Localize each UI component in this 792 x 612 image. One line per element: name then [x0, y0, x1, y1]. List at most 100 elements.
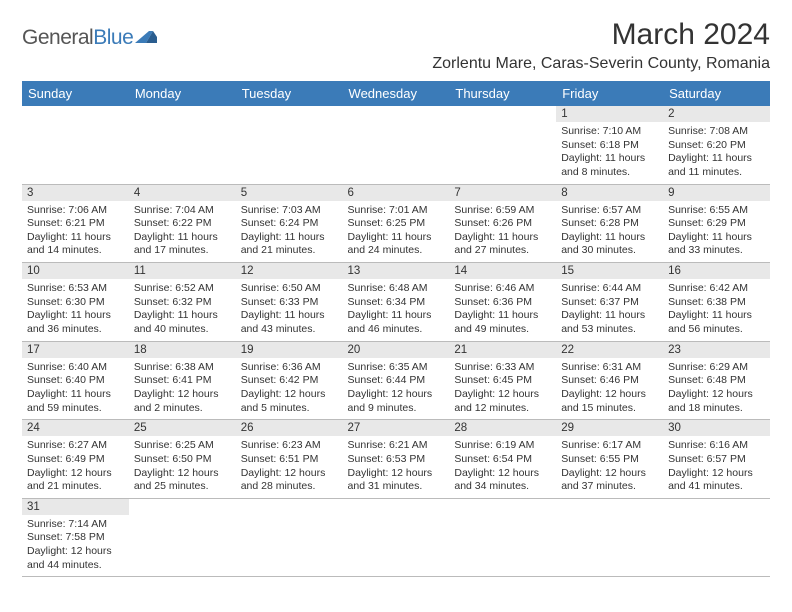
day-content: Sunrise: 6:23 AMSunset: 6:51 PMDaylight:…: [236, 436, 343, 498]
logo: GeneralBlue: [22, 18, 157, 50]
daylight-text: Daylight: 11 hours and 30 minutes.: [561, 231, 658, 258]
daylight-text: Daylight: 12 hours and 44 minutes.: [27, 545, 124, 572]
sunrise-text: Sunrise: 7:03 AM: [241, 204, 338, 218]
day-number: 22: [556, 342, 663, 358]
sunrise-text: Sunrise: 6:21 AM: [348, 439, 445, 453]
sunrise-text: Sunrise: 6:29 AM: [668, 361, 765, 375]
sunrise-text: Sunrise: 7:01 AM: [348, 204, 445, 218]
day-number: 24: [22, 420, 129, 436]
sunset-text: Sunset: 6:34 PM: [348, 296, 445, 310]
calendar-day-cell: 13Sunrise: 6:48 AMSunset: 6:34 PMDayligh…: [343, 263, 450, 342]
day-content: Sunrise: 7:10 AMSunset: 6:18 PMDaylight:…: [556, 122, 663, 184]
day-number: 14: [449, 263, 556, 279]
daylight-text: Daylight: 12 hours and 9 minutes.: [348, 388, 445, 415]
calendar-day-cell: 28Sunrise: 6:19 AMSunset: 6:54 PMDayligh…: [449, 420, 556, 499]
daylight-text: Daylight: 12 hours and 5 minutes.: [241, 388, 338, 415]
calendar-day-cell: [22, 106, 129, 184]
daylight-text: Daylight: 11 hours and 17 minutes.: [134, 231, 231, 258]
day-content: Sunrise: 6:44 AMSunset: 6:37 PMDaylight:…: [556, 279, 663, 341]
day-number: 28: [449, 420, 556, 436]
sunset-text: Sunset: 6:55 PM: [561, 453, 658, 467]
sunset-text: Sunset: 6:25 PM: [348, 217, 445, 231]
title-block: March 2024 Zorlentu Mare, Caras-Severin …: [432, 18, 770, 73]
sunset-text: Sunset: 6:38 PM: [668, 296, 765, 310]
day-content: Sunrise: 7:14 AMSunset: 7:58 PMDaylight:…: [22, 515, 129, 577]
calendar-week-row: 17Sunrise: 6:40 AMSunset: 6:40 PMDayligh…: [22, 341, 770, 420]
sunrise-text: Sunrise: 6:40 AM: [27, 361, 124, 375]
calendar-day-cell: 2Sunrise: 7:08 AMSunset: 6:20 PMDaylight…: [663, 106, 770, 184]
sunset-text: Sunset: 6:18 PM: [561, 139, 658, 153]
calendar-day-cell: [343, 106, 450, 184]
calendar-day-cell: 14Sunrise: 6:46 AMSunset: 6:36 PMDayligh…: [449, 263, 556, 342]
day-number: 8: [556, 185, 663, 201]
daylight-text: Daylight: 12 hours and 21 minutes.: [27, 467, 124, 494]
daylight-text: Daylight: 11 hours and 53 minutes.: [561, 309, 658, 336]
day-content: Sunrise: 7:08 AMSunset: 6:20 PMDaylight:…: [663, 122, 770, 184]
sunrise-text: Sunrise: 6:59 AM: [454, 204, 551, 218]
sunset-text: Sunset: 6:36 PM: [454, 296, 551, 310]
day-number: 17: [22, 342, 129, 358]
day-number: 23: [663, 342, 770, 358]
header: GeneralBlue March 2024 Zorlentu Mare, Ca…: [22, 18, 770, 73]
daylight-text: Daylight: 12 hours and 41 minutes.: [668, 467, 765, 494]
day-number: 29: [556, 420, 663, 436]
day-content: Sunrise: 6:46 AMSunset: 6:36 PMDaylight:…: [449, 279, 556, 341]
day-content: Sunrise: 6:25 AMSunset: 6:50 PMDaylight:…: [129, 436, 236, 498]
day-content: Sunrise: 6:52 AMSunset: 6:32 PMDaylight:…: [129, 279, 236, 341]
calendar-day-cell: [129, 106, 236, 184]
sunset-text: Sunset: 6:20 PM: [668, 139, 765, 153]
day-content: Sunrise: 6:29 AMSunset: 6:48 PMDaylight:…: [663, 358, 770, 420]
day-number: 19: [236, 342, 343, 358]
sunset-text: Sunset: 6:30 PM: [27, 296, 124, 310]
calendar-day-cell: 16Sunrise: 6:42 AMSunset: 6:38 PMDayligh…: [663, 263, 770, 342]
sunrise-text: Sunrise: 6:25 AM: [134, 439, 231, 453]
daylight-text: Daylight: 11 hours and 21 minutes.: [241, 231, 338, 258]
sunset-text: Sunset: 6:57 PM: [668, 453, 765, 467]
sunset-text: Sunset: 6:32 PM: [134, 296, 231, 310]
day-content: Sunrise: 6:53 AMSunset: 6:30 PMDaylight:…: [22, 279, 129, 341]
day-content: Sunrise: 6:48 AMSunset: 6:34 PMDaylight:…: [343, 279, 450, 341]
sunrise-text: Sunrise: 6:48 AM: [348, 282, 445, 296]
daylight-text: Daylight: 12 hours and 18 minutes.: [668, 388, 765, 415]
daylight-text: Daylight: 12 hours and 15 minutes.: [561, 388, 658, 415]
sunrise-text: Sunrise: 6:23 AM: [241, 439, 338, 453]
month-title: March 2024: [432, 18, 770, 52]
sunset-text: Sunset: 6:53 PM: [348, 453, 445, 467]
sunrise-text: Sunrise: 6:50 AM: [241, 282, 338, 296]
sunset-text: Sunset: 6:42 PM: [241, 374, 338, 388]
sunrise-text: Sunrise: 6:38 AM: [134, 361, 231, 375]
calendar-day-cell: [236, 498, 343, 577]
calendar-day-cell: 17Sunrise: 6:40 AMSunset: 6:40 PMDayligh…: [22, 341, 129, 420]
calendar-day-cell: 11Sunrise: 6:52 AMSunset: 6:32 PMDayligh…: [129, 263, 236, 342]
calendar-day-cell: 27Sunrise: 6:21 AMSunset: 6:53 PMDayligh…: [343, 420, 450, 499]
sunrise-text: Sunrise: 6:46 AM: [454, 282, 551, 296]
sunrise-text: Sunrise: 7:08 AM: [668, 125, 765, 139]
day-number: 21: [449, 342, 556, 358]
daylight-text: Daylight: 11 hours and 43 minutes.: [241, 309, 338, 336]
logo-text-blue: Blue: [93, 26, 133, 49]
sunrise-text: Sunrise: 7:10 AM: [561, 125, 658, 139]
weekday-header: Monday: [129, 81, 236, 106]
sunrise-text: Sunrise: 6:53 AM: [27, 282, 124, 296]
day-content: Sunrise: 6:38 AMSunset: 6:41 PMDaylight:…: [129, 358, 236, 420]
weekday-header: Tuesday: [236, 81, 343, 106]
day-number: 31: [22, 499, 129, 515]
sunset-text: Sunset: 6:24 PM: [241, 217, 338, 231]
sunrise-text: Sunrise: 6:57 AM: [561, 204, 658, 218]
calendar-day-cell: [129, 498, 236, 577]
sunset-text: Sunset: 6:29 PM: [668, 217, 765, 231]
day-content: Sunrise: 7:04 AMSunset: 6:22 PMDaylight:…: [129, 201, 236, 263]
sunset-text: Sunset: 6:26 PM: [454, 217, 551, 231]
sunrise-text: Sunrise: 7:06 AM: [27, 204, 124, 218]
daylight-text: Daylight: 11 hours and 33 minutes.: [668, 231, 765, 258]
daylight-text: Daylight: 11 hours and 24 minutes.: [348, 231, 445, 258]
sunset-text: Sunset: 6:50 PM: [134, 453, 231, 467]
weekday-header: Wednesday: [343, 81, 450, 106]
calendar-week-row: 31Sunrise: 7:14 AMSunset: 7:58 PMDayligh…: [22, 498, 770, 577]
daylight-text: Daylight: 12 hours and 31 minutes.: [348, 467, 445, 494]
day-number: 4: [129, 185, 236, 201]
daylight-text: Daylight: 12 hours and 28 minutes.: [241, 467, 338, 494]
day-content: Sunrise: 6:50 AMSunset: 6:33 PMDaylight:…: [236, 279, 343, 341]
calendar-day-cell: 20Sunrise: 6:35 AMSunset: 6:44 PMDayligh…: [343, 341, 450, 420]
sunrise-text: Sunrise: 6:44 AM: [561, 282, 658, 296]
